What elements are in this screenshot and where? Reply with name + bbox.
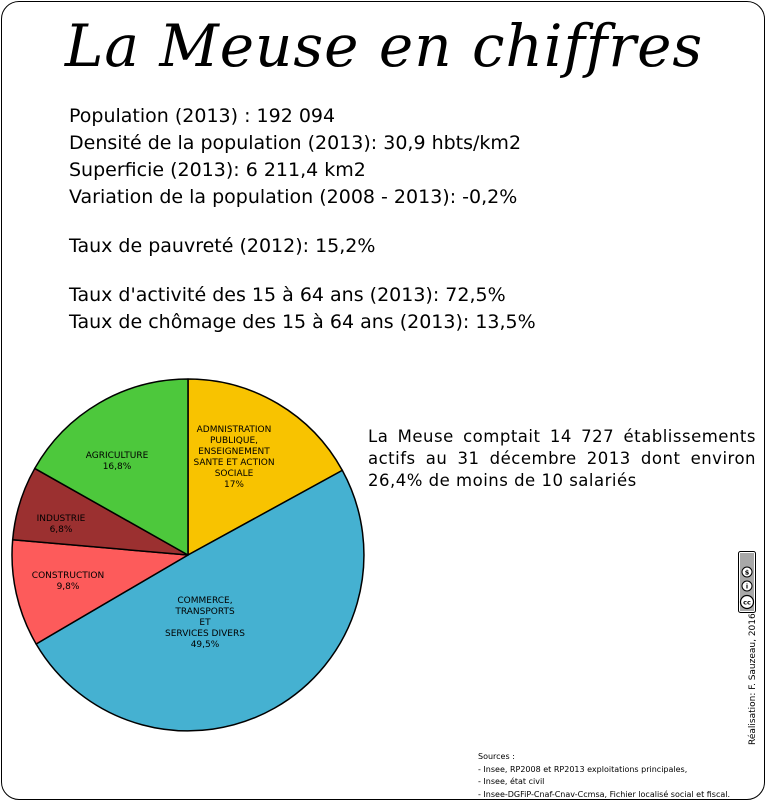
stat-density: Densité de la population (2013): 30,9 hb… (69, 132, 522, 154)
pie-slice (34, 378, 189, 556)
pie-slice-label: CONSTRUCTION 9,8% (32, 571, 104, 592)
stat-activity: Taux d'activité des 15 à 64 ans (2013): … (69, 284, 506, 306)
sources-block: Sources : - Insee, RP2008 et RP2013 expl… (478, 751, 730, 801)
page-title: La Meuse en chiffres (64, 12, 704, 80)
stats-block: Population (2013) : 192 094 Densité de l… (69, 103, 536, 336)
pie-slice (11, 539, 189, 645)
stat-variation: Variation de la population (2008 - 2013)… (69, 186, 518, 208)
svg-text:i: i (746, 583, 748, 591)
source-line: - Insee, état civil (478, 777, 545, 786)
stat-population: Population (2013) : 192 094 (69, 105, 336, 127)
pie-slice-label: INDUSTRIE 6,8% (37, 514, 86, 535)
pie-slice-label: ADMNISTRATION PUBLIQUE, ENSEIGNEMENT SANTE … (193, 425, 274, 490)
source-line: - Insee, RP2008 et RP2013 exploitations … (478, 764, 688, 774)
stat-poverty: Taux de pauvreté (2012): 15,2% (69, 235, 376, 257)
establishments-paragraph: La Meuse comptait 14 727 établissements … (368, 427, 756, 490)
pie-slice-label: COMMERCE, TRANSPORTS ET SERVICES DIVERS 49,5… (165, 596, 245, 650)
cc-by-nc-icon: cc i $ (738, 551, 756, 613)
svg-text:$: $ (745, 569, 750, 577)
stat-unemployment: Taux de chômage des 15 à 64 ans (2013): … (69, 311, 536, 333)
pie-slice (35, 469, 365, 732)
source-line: - Insee-DGFiP-Cnaf-Cnav-Ccmsa, Fichier l… (478, 789, 731, 799)
pie-slice-label: AGRICULTURE 16,8% (86, 451, 149, 472)
stat-area: Superficie (2013): 6 211,4 km2 (69, 159, 366, 181)
author-credit: Réalisation: F. Sauzeau, 2016 (748, 613, 758, 745)
pie-slice (187, 378, 344, 556)
svg-text:cc: cc (743, 599, 751, 607)
sources-heading: Sources : (478, 752, 515, 761)
